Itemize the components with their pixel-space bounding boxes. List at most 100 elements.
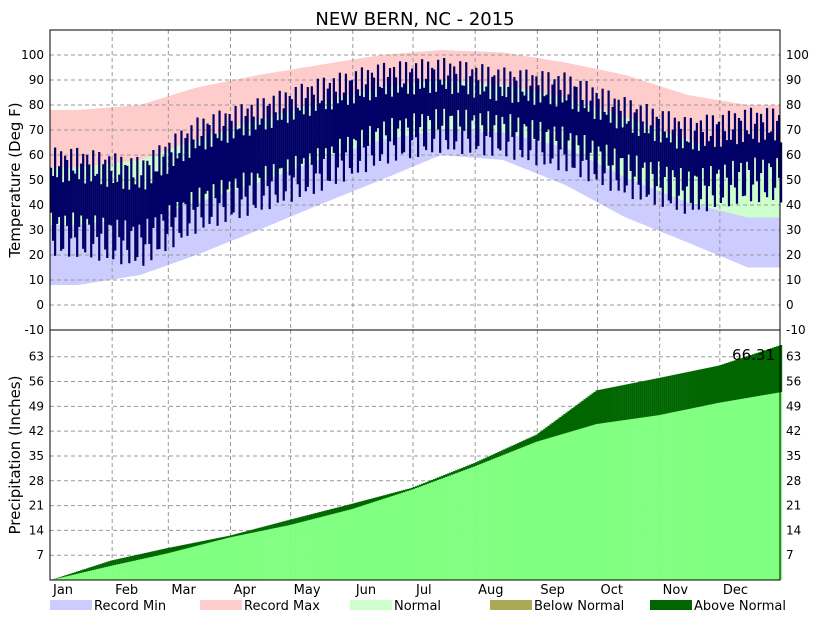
precip-normal-bar-122	[292, 524, 295, 580]
observed-day-bar-319	[687, 142, 690, 172]
observed-day-bar-291	[631, 132, 634, 200]
observed-day-bar-201	[451, 94, 454, 116]
precip-above-bar-251	[551, 422, 554, 438]
observed-day-bar-147	[342, 92, 346, 182]
precip-above-bar-175	[398, 491, 402, 494]
observed-day-bar-203	[455, 73, 458, 142]
temp-tick-left-8: 70	[29, 123, 44, 137]
observed-day-bar-353	[755, 112, 759, 182]
precip-normal-bar-100	[248, 533, 251, 580]
observed-day-bar-235	[519, 70, 522, 151]
precip-above-bar-31	[110, 560, 113, 566]
precip-normal-bar-42	[132, 560, 135, 580]
observed-day-bar-348	[745, 130, 749, 162]
precip-normal-bar-340	[729, 400, 733, 580]
precip-above-bar-45	[138, 554, 141, 560]
observed-day-bar-168	[384, 94, 388, 136]
observed-day-bar-83	[214, 133, 217, 199]
legend-swatch-3	[350, 600, 392, 610]
precip-above-bar-42	[132, 555, 135, 561]
precip-normal-bar-307	[663, 413, 666, 580]
observed-day-bar-330	[709, 135, 713, 166]
precip-above-bar-234	[517, 442, 520, 449]
precip-normal-bar-344	[737, 399, 741, 580]
observed-day-bar-45	[138, 187, 141, 225]
precip-above-bar-242	[533, 435, 536, 443]
precip-above-bar-269	[587, 396, 590, 427]
observed-day-bar-55	[158, 145, 161, 250]
observed-day-bar-40	[128, 189, 131, 264]
precip-above-bar-30	[108, 561, 111, 567]
observed-day-bar-148	[344, 73, 348, 153]
precip-tick-right-4: 35	[786, 449, 801, 463]
legend-swatch-5	[650, 600, 692, 610]
precip-normal-bar-202	[453, 474, 456, 580]
precip-normal-bar-263	[575, 429, 578, 580]
observed-day-bar-115	[278, 90, 281, 169]
precip-normal-bar-146	[340, 511, 343, 580]
observed-day-bar-114	[276, 120, 279, 203]
precip-above-bar-174	[396, 491, 400, 495]
observed-day-bar-21	[90, 181, 93, 258]
observed-day-bar-151	[350, 80, 354, 174]
precip-normal-bar-93	[234, 536, 237, 580]
precip-normal-bar-11	[70, 575, 73, 580]
observed-day-bar-308	[665, 137, 668, 167]
precip-normal-bar-270	[589, 425, 592, 580]
observed-day-bar-313	[675, 148, 678, 210]
precip-normal-bar-144	[336, 512, 339, 580]
month-axis: Jan Feb Mar Apr May Jun Jul Aug Sep Oct Nov Dec	[52, 583, 748, 598]
observed-day-bar-316	[681, 148, 684, 191]
observed-day-bar-43	[134, 184, 137, 261]
precip-normal-bar-219	[487, 460, 490, 580]
precip-above-bar-48	[144, 552, 147, 559]
observed-day-bar-225	[499, 86, 502, 151]
observed-day-bar-130	[308, 115, 311, 154]
observed-day-bar-310	[669, 142, 672, 204]
precip-above-bar-274	[597, 389, 600, 424]
observed-day-bar-62	[172, 165, 175, 248]
precip-above-bar-24	[96, 565, 99, 570]
precip-normal-bar-329	[707, 404, 711, 580]
precip-above-bar-194	[437, 477, 440, 480]
precip-normal-bar-253	[555, 435, 558, 580]
precip-normal-bar-249	[547, 438, 550, 580]
observed-day-bar-221	[491, 76, 494, 156]
precip-above-bar-288	[625, 384, 628, 420]
observed-day-bar-315	[679, 128, 682, 168]
precip-above-bar-12	[72, 572, 75, 575]
precip-normal-bar-123	[294, 523, 297, 580]
observed-day-bar-356	[761, 122, 765, 160]
observed-day-bar-264	[577, 111, 580, 146]
precip-above-bar-84	[216, 538, 219, 541]
observed-day-bar-95	[238, 128, 241, 218]
precip-normal-bar-174	[396, 494, 400, 580]
precip-above-bar-231	[511, 445, 514, 452]
precip-normal-bar-259	[567, 432, 570, 580]
precip-normal-bar-278	[605, 422, 608, 580]
observed-day-bar-205	[459, 61, 462, 127]
observed-day-bar-74	[196, 117, 199, 207]
observed-day-bar-177	[402, 83, 406, 153]
observed-day-bar-92	[232, 138, 235, 213]
precip-above-bar-247	[543, 428, 546, 440]
precip-above-bar-204	[457, 469, 460, 473]
precip-normal-bar-262	[573, 430, 576, 580]
precip-above-bar-93	[234, 534, 237, 537]
observed-day-bar-347	[743, 109, 747, 196]
precip-above-bar-358	[765, 349, 769, 395]
observed-day-bar-336	[721, 114, 725, 198]
precip-normal-bar-64	[176, 550, 179, 580]
observed-day-bar-184	[417, 78, 420, 157]
precip-normal-bar-277	[603, 422, 606, 580]
precip-normal-bar-291	[631, 418, 634, 580]
observed-day-bar-20	[88, 164, 91, 225]
precip-normal-bar-109	[266, 529, 269, 580]
precip-above-bar-312	[673, 374, 676, 412]
observed-day-bar-124	[296, 107, 299, 185]
precip-normal-bar-23	[94, 569, 97, 580]
precip-normal-bar-301	[651, 416, 654, 580]
observed-day-bar-159	[366, 70, 370, 146]
precip-normal-bar-178	[404, 491, 408, 580]
